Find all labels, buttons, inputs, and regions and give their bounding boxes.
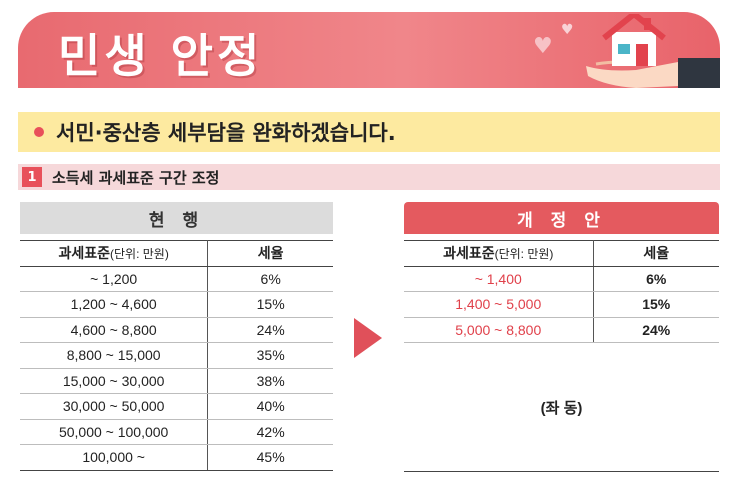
rate-cell: 6% — [207, 266, 333, 292]
col-header-rate: 세율 — [207, 240, 333, 267]
table-row: 50,000 ~ 100,000 42% — [20, 419, 333, 445]
rate-cell: 40% — [207, 393, 333, 420]
table-row: 4,600 ~ 8,800 24% — [20, 317, 333, 343]
section-header: 1 소득세 과세표준 구간 조정 — [18, 164, 720, 190]
proposal-table: 과세표준(단위: 만원) 세율 ~ 1,400 6% 1,400 ~ 5,000 1… — [404, 240, 719, 343]
current-header: 현 행 — [20, 202, 333, 234]
section-title: 소득세 과세표준 구간 조정 — [52, 168, 220, 187]
current-table: 과세표준(단위: 만원) 세율 ~ 1,200 6% 1,200 ~ 4,600 1… — [20, 240, 333, 471]
rate-cell: 24% — [592, 317, 719, 343]
rate-cell: 15% — [207, 291, 333, 318]
table-row: 5,000 ~ 8,800 24% — [404, 317, 719, 343]
table-row: 30,000 ~ 50,000 40% — [20, 393, 333, 420]
base-cell: 30,000 ~ 50,000 — [20, 393, 208, 420]
table-row: 15,000 ~ 30,000 38% — [20, 368, 333, 394]
rate-cell: 6% — [592, 266, 719, 292]
base-cell: 50,000 ~ 100,000 — [20, 419, 208, 445]
table-row: 1,400 ~ 5,000 15% — [404, 291, 719, 318]
bullet-icon — [34, 127, 44, 137]
house-in-hand-icon — [586, 14, 720, 88]
rate-cell: 35% — [207, 342, 333, 369]
base-cell: ~ 1,200 — [20, 266, 208, 292]
rate-cell: 45% — [207, 444, 333, 471]
subheading-text: 서민·중산층 세부담을 완화하겠습니다. — [56, 121, 396, 145]
rate-cell: 38% — [207, 368, 333, 394]
section-number: 1 — [22, 167, 42, 187]
base-cell: 100,000 ~ — [20, 444, 208, 471]
subheading-bar: 서민·중산층 세부담을 완화하겠습니다. — [18, 112, 720, 152]
base-cell: 8,800 ~ 15,000 — [20, 342, 208, 369]
table-row: ~ 1,400 6% — [404, 266, 719, 292]
current-panel: 현 행 과세표준(단위: 만원) 세율 ~ 1,200 6% 1,200 ~ 4,… — [20, 202, 333, 471]
proposal-panel: 개 정 안 과세표준(단위: 만원) 세율 ~ 1,400 6% 1,400 ~ … — [404, 202, 719, 472]
base-cell: 5,000 ~ 8,800 — [404, 317, 593, 343]
same-as-left-note: (좌 동) — [404, 343, 719, 472]
base-cell: ~ 1,400 — [404, 266, 593, 292]
rate-cell: 24% — [207, 317, 333, 343]
table-row: 100,000 ~45% — [20, 444, 333, 471]
base-cell: 1,200 ~ 4,600 — [20, 291, 208, 318]
table-row: ~ 1,200 6% — [20, 266, 333, 292]
table-header-row: 과세표준(단위: 만원) 세율 — [20, 240, 333, 267]
table-row: 8,800 ~ 15,000 35% — [20, 342, 333, 369]
base-cell: 15,000 ~ 30,000 — [20, 368, 208, 394]
base-cell: 1,400 ~ 5,000 — [404, 291, 593, 318]
table-row: 1,200 ~ 4,600 15% — [20, 291, 333, 318]
table-header-row: 과세표준(단위: 만원) 세율 — [404, 240, 719, 267]
col-header-base: 과세표준(단위: 만원) — [20, 240, 208, 267]
heart-icon: ♥ — [533, 34, 553, 59]
col-header-rate: 세율 — [592, 240, 719, 267]
title-banner: 민생 안정 ♥ ♥ — [18, 12, 720, 88]
rate-cell: 42% — [207, 419, 333, 445]
rate-cell: 15% — [592, 291, 719, 318]
banner-title: 민생 안정 — [58, 29, 264, 83]
col-header-base: 과세표준(단위: 만원) — [404, 240, 593, 267]
arrow-right-icon — [354, 318, 382, 358]
base-cell: 4,600 ~ 8,800 — [20, 317, 208, 343]
proposal-header: 개 정 안 — [404, 202, 719, 234]
heart-icon: ♥ — [561, 22, 574, 38]
